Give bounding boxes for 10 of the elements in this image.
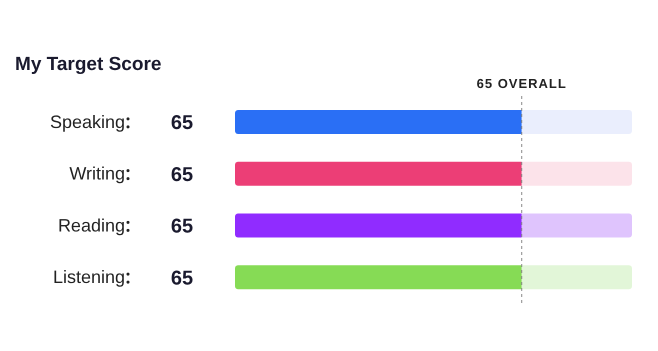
data-label: 65 (170, 164, 194, 186)
ref-line-label: 65 OVERALL (476, 76, 567, 91)
y-tick-label: Listening (52, 267, 125, 288)
data-label: 65 (170, 112, 194, 134)
y-tick-label: Writing (69, 164, 125, 184)
data-label: 65 (170, 216, 194, 238)
chart-title: My Target Score (15, 54, 162, 76)
y-tick-label: Speaking (50, 112, 125, 132)
data-label: 65 (170, 267, 194, 290)
y-tick-label: Reading (58, 215, 125, 236)
